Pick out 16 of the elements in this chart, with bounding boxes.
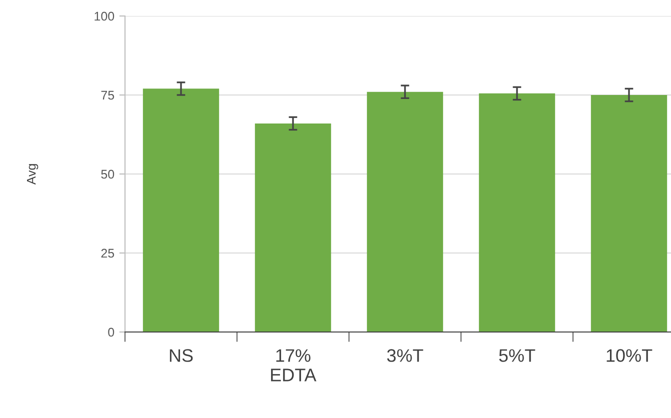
bar <box>590 95 668 332</box>
x-tick-label: NS <box>170 349 193 362</box>
y-tick-label: 100 <box>94 12 114 21</box>
y-axis-title: Avg <box>26 164 38 185</box>
x-tick-label: 5%T <box>499 349 536 362</box>
y-tick-label: 50 <box>101 170 114 179</box>
x-tick-label: 3%T <box>387 349 424 362</box>
bar <box>142 88 220 332</box>
x-tick-label: 10%T <box>606 349 652 362</box>
bar <box>254 123 332 332</box>
y-tick-label: 75 <box>101 90 114 100</box>
bar <box>478 93 556 332</box>
x-tick-label: 17% EDTA <box>271 349 316 382</box>
y-tick-label: 0 <box>108 328 114 337</box>
bar <box>366 92 444 332</box>
y-tick-label: 25 <box>101 248 114 258</box>
